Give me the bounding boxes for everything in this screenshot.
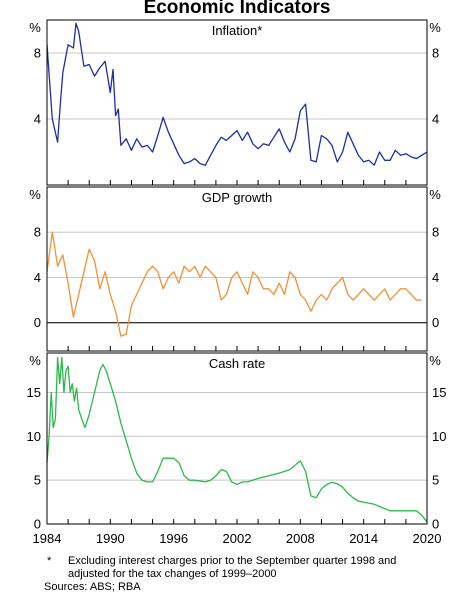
cash-rate-ytick-left: 15 [27,385,41,400]
cash-rate-ytick-left: 0 [34,517,41,532]
cash-rate-ytick-right: 5 [432,473,439,488]
inflation-panel-title: Inflation* [212,23,263,38]
footnote-line-1: * Excluding interest charges prior to th… [44,555,464,568]
gdp-growth-series-line [46,231,422,337]
cash-rate-unit-left: % [29,353,41,368]
footnote-text-1: Excluding interest charges prior to the … [68,555,397,567]
cash-rate-ytick-right: 15 [432,385,446,400]
x-tick-label: 2002 [223,531,252,546]
cash-rate-panel-frame [46,352,428,525]
gdp-growth-ytick-left: 4 [34,270,41,285]
inflation-unit-right: % [429,20,441,35]
cash-rate-ytick-right: 10 [432,429,446,444]
cash-rate-unit-right: % [429,353,441,368]
inflation-panel-frame [46,19,428,186]
figure-title: Economic Indicators [143,0,331,18]
inflation-series-line [46,22,428,166]
footnote-text-2: adjusted for the tax changes of 1999–200… [68,568,277,580]
cash-rate-ytick-left: 10 [27,429,41,444]
cash-rate-series-line [46,356,428,523]
gdp-growth-ytick-left: 0 [34,315,41,330]
x-tick-label: 1996 [159,531,188,546]
cash-rate-ytick-left: 5 [34,473,41,488]
x-tick-label: 1990 [96,531,125,546]
cash-rate-panel-title: Cash rate [209,356,265,371]
inflation-ytick-right: 4 [432,112,439,127]
footnote-line-2: adjusted for the tax changes of 1999–200… [44,568,464,581]
inflation-ytick-left: 4 [34,112,41,127]
x-tick-label: 1984 [33,531,62,546]
inflation-ytick-left: 8 [34,46,41,61]
gdp-growth-unit-right: % [429,187,441,202]
x-tick-label: 2008 [286,531,315,546]
gdp-growth-ytick-left: 8 [34,225,41,240]
gdp-growth-ytick-right: 0 [432,315,439,330]
inflation-ytick-right: 8 [432,46,439,61]
x-tick-label: 2020 [413,531,442,546]
gdp-growth-unit-left: % [29,187,41,202]
cash-rate-ytick-right: 0 [432,517,439,532]
chart-area: % % 8 8 4 4 Inflation*% % 8 8 4 4 0 0 GDP growth% % 15 15… [27,19,446,546]
gdp-growth-panel-frame [46,186,428,352]
sources-text: Sources: ABS; RBA [44,581,141,593]
inflation-unit-left: % [29,20,41,35]
gdp-growth-ytick-right: 8 [432,225,439,240]
footnote-marker: * [47,555,52,567]
gdp-growth-panel-title: GDP growth [202,190,273,205]
gdp-growth-ytick-right: 4 [432,270,439,285]
x-tick-label: 2014 [349,531,378,546]
notes: * Excluding interest charges prior to th… [44,555,464,594]
